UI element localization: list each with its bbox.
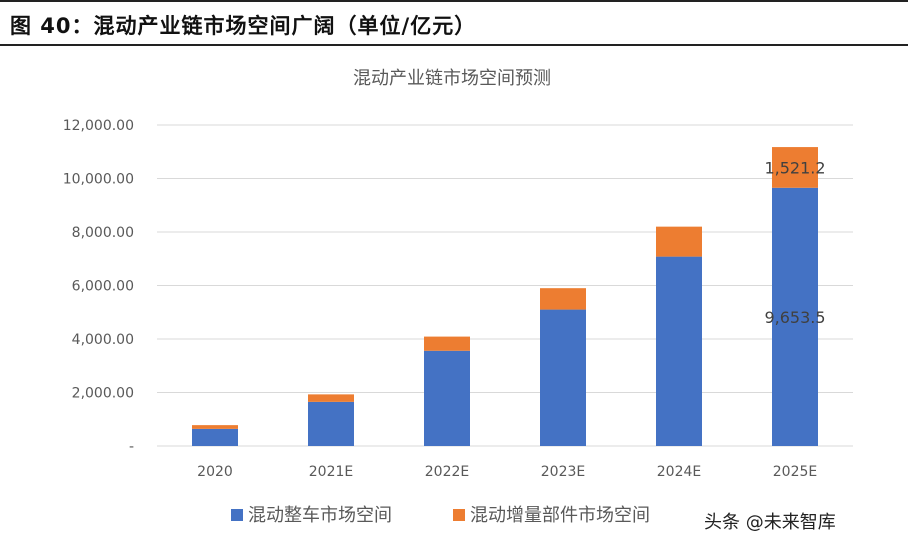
y-tick-label: 4,000.00 <box>72 332 134 348</box>
bar-2023E-vehicle <box>540 309 586 446</box>
figure-header: 图 40：混动产业链市场空间广阔（单位/亿元） <box>0 0 908 46</box>
y-tick-label: 6,000.00 <box>72 279 134 295</box>
chart-title: 混动产业链市场空间预测 <box>353 68 551 89</box>
bar-2023E-parts <box>540 288 586 310</box>
header-bottom-rule <box>0 44 908 46</box>
x-axis-tick-labels: 2020 2021E 2022E 2023E 2024E 2025E <box>197 464 817 480</box>
watermark-text: 头条 @未来智库 <box>704 512 836 533</box>
legend-label: 混动整车市场空间 <box>248 505 392 526</box>
bar-2024E-vehicle <box>656 256 702 446</box>
figure-title: 图 40：混动产业链市场空间广阔（单位/亿元） <box>10 14 477 38</box>
x-tick-label: 2024E <box>657 464 701 480</box>
bar-2024E-parts <box>656 226 702 257</box>
bar-2021E-vehicle <box>308 401 354 446</box>
legend-swatch <box>231 509 243 521</box>
bar-2025E-parts <box>772 147 818 188</box>
y-tick-label: 8,000.00 <box>72 225 134 241</box>
header-top-rule <box>0 0 908 2</box>
y-tick-label: - <box>129 439 134 455</box>
data-label: 1,521.2 <box>764 158 825 177</box>
legend-swatch <box>453 509 465 521</box>
y-tick-label: 12,000.00 <box>63 118 134 134</box>
y-tick-label: 10,000.00 <box>63 172 134 188</box>
bar-2020-parts <box>192 425 238 429</box>
x-tick-label: 2025E <box>773 464 817 480</box>
x-tick-label: 2021E <box>309 464 353 480</box>
data-label: 9,653.5 <box>764 308 825 327</box>
data-labels: 1,521.2 9,653.5 <box>764 158 825 326</box>
y-axis-tick-labels: - 2,000.00 4,000.00 6,000.00 8,000.00 10,000.… <box>63 118 134 455</box>
gridlines <box>157 124 853 447</box>
legend: 混动整车市场空间 混动增量部件市场空间 <box>231 505 650 526</box>
bar-2022E-vehicle <box>424 350 470 446</box>
bar-2021E-parts <box>308 394 354 402</box>
y-tick-label: 2,000.00 <box>72 386 134 402</box>
x-tick-label: 2023E <box>541 464 585 480</box>
legend-label: 混动增量部件市场空间 <box>470 505 650 526</box>
x-tick-label: 2022E <box>425 464 469 480</box>
x-tick-label: 2020 <box>197 464 233 480</box>
stacked-bar-chart: 混动产业链市场空间预测 - 2,000.00 4,000.00 6,000.00 8,0… <box>63 68 853 526</box>
bar-2020-vehicle <box>192 428 238 446</box>
bars <box>192 147 818 447</box>
bar-2022E-parts <box>424 336 470 351</box>
bar-2025E-vehicle <box>772 187 818 447</box>
